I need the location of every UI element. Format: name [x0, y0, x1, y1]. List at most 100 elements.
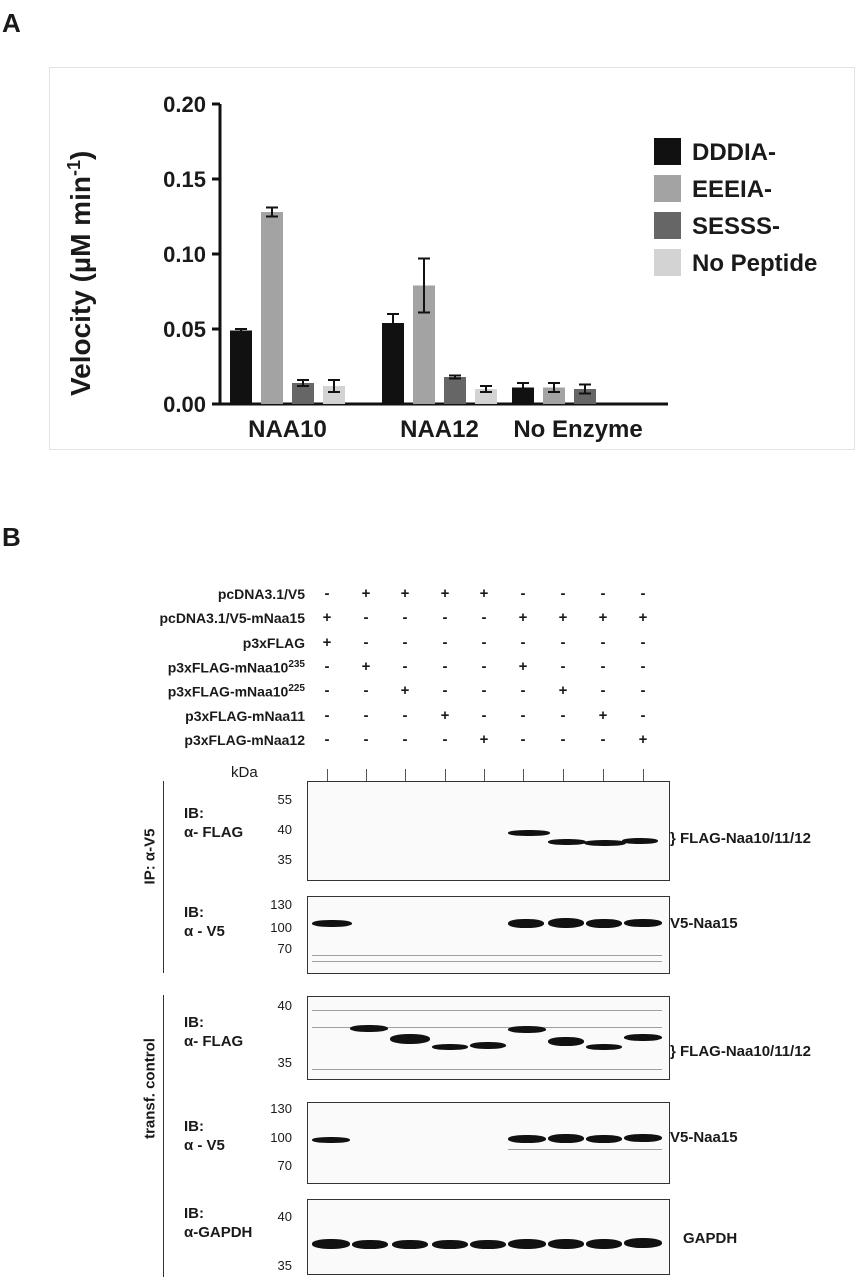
ib-line1: IB: — [184, 1014, 204, 1031]
bar — [230, 330, 252, 404]
ip-group-label: IP: α-V5 — [141, 828, 159, 885]
lane-tick — [563, 769, 564, 781]
right-label-text: FLAG-Naa10/11/12 — [680, 1043, 811, 1060]
condition-label-text: pcDNA3.1/V5-mNaa15 — [159, 610, 305, 627]
lane-tick — [445, 769, 446, 781]
condition-label: p3xFLAG-mNaa10235 — [168, 659, 305, 676]
legend-label: SESSS- — [692, 213, 780, 240]
marker-35: 35 — [277, 1258, 292, 1273]
condition-label: pcDNA3.1/V5-mNaa15 — [159, 610, 305, 626]
condition-sign: - — [324, 682, 330, 700]
condition-sign: - — [560, 706, 566, 724]
category-label: No Enzyme — [513, 416, 642, 443]
condition-sign: + — [518, 609, 528, 627]
condition-label-text: p3xFLAG-mNaa10 — [167, 659, 289, 676]
condition-sign: - — [324, 730, 330, 748]
condition-sign: - — [402, 706, 408, 724]
bar — [261, 212, 283, 404]
legend-label: No Peptide — [692, 250, 817, 277]
condition-sign: - — [402, 609, 408, 627]
marker-130: 130 — [270, 1101, 292, 1116]
right-label-ip-flag: } FLAG-Naa10/11/12 — [670, 830, 811, 847]
condition-sign: + — [440, 585, 450, 602]
marker-130: 130 — [270, 897, 292, 912]
lane-tick — [603, 769, 604, 781]
condition-sign: - — [600, 585, 606, 602]
condition-sign: + — [518, 657, 528, 675]
condition-label: p3xFLAG — [243, 635, 305, 651]
condition-sign: + — [638, 609, 648, 627]
condition-sign: - — [442, 633, 448, 651]
condition-sign: - — [481, 657, 487, 675]
condition-sign: + — [400, 585, 410, 602]
condition-sign: - — [520, 633, 526, 651]
condition-sign: - — [600, 633, 606, 651]
marker-55: 55 — [277, 792, 292, 807]
condition-sign: - — [363, 706, 369, 724]
bar — [323, 386, 345, 404]
ib-line2: α- FLAG — [184, 1033, 244, 1050]
ib-line1: IB: — [184, 904, 204, 921]
condition-sign: - — [640, 633, 646, 651]
condition-label-superscript: 225 — [288, 683, 305, 695]
condition-sign: - — [481, 633, 487, 651]
marker-40: 40 — [277, 998, 292, 1013]
condition-sign: - — [442, 682, 448, 700]
condition-sign: + — [598, 609, 608, 627]
condition-label: p3xFLAG-mNaa12 — [184, 732, 305, 748]
condition-label-text: p3xFLAG — [242, 634, 305, 651]
lane-tick — [523, 769, 524, 781]
condition-sign: - — [442, 730, 448, 748]
ib-label-transf-flag: IB: α- FLAG — [184, 1013, 243, 1051]
condition-sign: - — [324, 706, 330, 724]
condition-sign: + — [361, 657, 371, 675]
marker-40: 40 — [277, 1209, 292, 1224]
blot-ip-v5 — [307, 896, 670, 974]
legend-swatch — [654, 212, 681, 239]
condition-sign: + — [558, 682, 568, 700]
blot-ip-flag — [307, 781, 670, 881]
blot-gapdh — [307, 1199, 670, 1275]
condition-sign: + — [322, 609, 332, 627]
ib-label-ip-v5: IB: α - V5 — [184, 903, 225, 941]
ib-line2: α - V5 — [184, 1137, 225, 1154]
condition-sign: - — [560, 730, 566, 748]
condition-sign: - — [520, 682, 526, 700]
condition-label: p3xFLAG-mNaa11 — [185, 708, 305, 724]
ib-line1: IB: — [184, 1205, 204, 1222]
ib-line2: α- FLAG — [184, 824, 244, 841]
y-tick-label: 0.00 — [163, 392, 206, 417]
y-axis-label: Velocity (µM min-1) — [64, 151, 96, 396]
lane-tick — [484, 769, 485, 781]
marker-70: 70 — [277, 941, 292, 956]
legend-label: EEEIA- — [692, 176, 772, 203]
condition-label: p3xFLAG-mNaa10225 — [168, 683, 305, 700]
y-tick-label: 0.10 — [163, 242, 206, 267]
condition-sign: + — [479, 585, 489, 602]
condition-sign: - — [640, 706, 646, 724]
condition-sign: - — [363, 633, 369, 651]
condition-sign: - — [402, 730, 408, 748]
condition-sign: + — [322, 633, 332, 651]
condition-sign: - — [402, 633, 408, 651]
ib-label-transf-v5: IB: α - V5 — [184, 1117, 225, 1155]
condition-sign: + — [400, 682, 410, 700]
ib-label-ip-flag: IB: α- FLAG — [184, 804, 243, 842]
panel-b-letter: B — [2, 522, 21, 552]
condition-sign: + — [361, 585, 371, 602]
condition-sign: - — [363, 730, 369, 748]
condition-label: pcDNA3.1/V5 — [218, 586, 305, 602]
right-label-ip-v5: V5-Naa15 — [670, 915, 738, 932]
right-label-gapdh: GAPDH — [683, 1230, 738, 1247]
bar — [292, 383, 314, 404]
marker-100: 100 — [270, 1130, 292, 1145]
condition-sign: - — [442, 609, 448, 627]
condition-sign: - — [324, 657, 330, 675]
lane-tick — [643, 769, 644, 781]
condition-label-text: p3xFLAG-mNaa11 — [185, 707, 305, 724]
condition-label-text: p3xFLAG-mNaa10 — [167, 683, 289, 700]
condition-sign: - — [640, 657, 646, 675]
category-label: NAA12 — [400, 416, 479, 443]
marker-100: 100 — [270, 920, 292, 935]
right-label-transf-flag: } FLAG-Naa10/11/12 — [670, 1043, 811, 1060]
